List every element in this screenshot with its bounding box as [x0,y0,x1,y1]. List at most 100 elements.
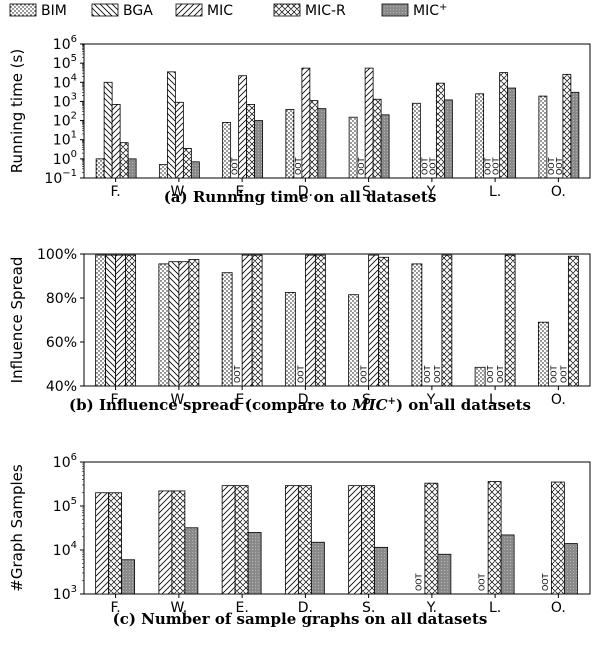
bar-a-micplus-1 [190,161,200,179]
bar-b-mic-r-1 [188,259,200,387]
x-tick-label: O. [551,600,566,616]
y-tick-label: 40% [46,379,77,395]
bar-a-bim-1 [158,164,168,179]
bar-a-bim-0 [95,158,105,179]
x-tick-label: D. [298,392,313,408]
bar-c-mic-4 [348,485,363,595]
x-tick-label: S. [362,184,375,200]
x-tick-label: S. [362,600,375,616]
bar-b-mic-r-5 [441,254,453,387]
legend-label-bim: BIM [41,3,67,19]
oot-label: OOT [547,157,556,175]
y-tick-label: 105 [53,53,77,72]
x-tick-label: Y. [426,600,437,616]
legend: BIM BGA MIC MIC-R MIC+ [9,2,447,19]
bar-c-micplus-2 [247,532,262,595]
oot-label: OOT [296,365,305,383]
bar-a-mic-2 [238,75,248,179]
oot-label: OOT [492,157,501,175]
bar-a-mic-r-5 [435,82,445,179]
bar-b-bim-1 [158,263,170,387]
bar-b-mic-r-6 [504,254,516,387]
x-tick-label: E. [235,600,248,616]
oot-label: OOT [496,365,505,383]
plot-frame-c [83,461,591,595]
bar-a-micplus-3 [317,108,327,179]
legend-swatch-micp [381,3,409,17]
x-tick-label: L. [489,392,501,408]
legend-label-micp: MIC+ [413,2,447,19]
y-tick-label: 60% [46,335,77,351]
bar-b-bga-1 [168,261,180,387]
bar-b-bim-2 [221,272,233,387]
bar-b-mic-4 [368,254,380,387]
bar-b-mic-1 [178,261,190,387]
x-tick-label: W. [171,184,188,200]
y-tick-label: 100% [37,247,77,263]
bar-b-mic-r-7 [567,255,579,387]
oot-label: OOT [360,365,369,383]
y-tick-label: 102 [53,111,77,130]
bar-c-mic-r-5 [424,482,439,595]
bar-a-bim-4 [348,116,358,179]
x-tick-label: F. [110,600,120,616]
x-tick-label: E. [235,184,248,200]
oot-label: OOT [414,573,423,591]
bar-b-bim-6 [474,366,486,387]
x-tick-label: D. [298,184,313,200]
x-tick-label: F. [110,392,120,408]
bar-a-micplus-7 [570,91,580,179]
y-axis-label-b: Influence Spread [8,257,26,384]
bar-b-bim-3 [284,292,296,387]
bar-c-mic-3 [284,485,299,595]
bar-c-micplus-6 [500,534,515,595]
oot-label: OOT [478,573,487,591]
y-tick-label: 104 [53,72,77,91]
bar-a-mic-r-0 [119,142,129,179]
x-tick-label: F. [110,184,120,200]
x-tick-label: Y. [426,392,437,408]
y-tick-label: 100 [53,149,77,168]
bar-a-micplus-6 [507,87,517,179]
bar-a-micplus-5 [443,99,453,179]
bar-b-mic-2 [241,254,253,387]
y-axis-label-c: #Graph Samples [8,464,26,592]
plot-frame-a [83,43,591,179]
x-tick-label: O. [551,392,566,408]
x-tick-label: O. [551,184,566,200]
y-tick-label: 103 [53,584,77,603]
bar-c-mic-1 [158,490,173,595]
bar-a-mic-r-1 [182,148,192,179]
bar-c-micplus-1 [184,527,199,595]
oot-label: OOT [549,365,558,383]
y-tick-label: 103 [53,91,77,110]
oot-label: OOT [555,157,564,175]
bar-a-mic-r-7 [562,73,572,179]
bar-a-micplus-2 [254,120,264,179]
legend-swatch-bim [9,3,37,17]
bar-c-mic-2 [221,485,236,595]
oot-label: OOT [559,365,568,383]
oot-label: OOT [357,157,366,175]
bar-c-mic-r-4 [361,485,376,595]
y-tick-label: 101 [53,130,77,149]
bar-a-mic-4 [364,67,374,179]
bar-b-bga-0 [105,254,117,387]
y-axis-label-a: Running time (s) [8,49,26,173]
bar-c-micplus-7 [563,543,578,595]
legend-swatch-mic [175,3,203,17]
bar-b-mic-r-3 [314,254,326,387]
x-tick-label: Y. [426,184,437,200]
bar-a-bim-3 [285,109,295,179]
bar-a-micplus-4 [380,114,390,179]
bar-b-mic-0 [115,254,127,387]
bar-c-mic-r-2 [234,485,249,595]
oot-label: OOT [231,157,240,175]
y-tick-label: 106 [53,452,77,471]
y-tick-label: 106 [53,34,77,53]
y-tick-label: 10−1 [44,168,77,187]
bar-a-bim-2 [222,122,232,179]
oot-label: OOT [484,157,493,175]
bar-a-mic-r-2 [246,103,256,179]
